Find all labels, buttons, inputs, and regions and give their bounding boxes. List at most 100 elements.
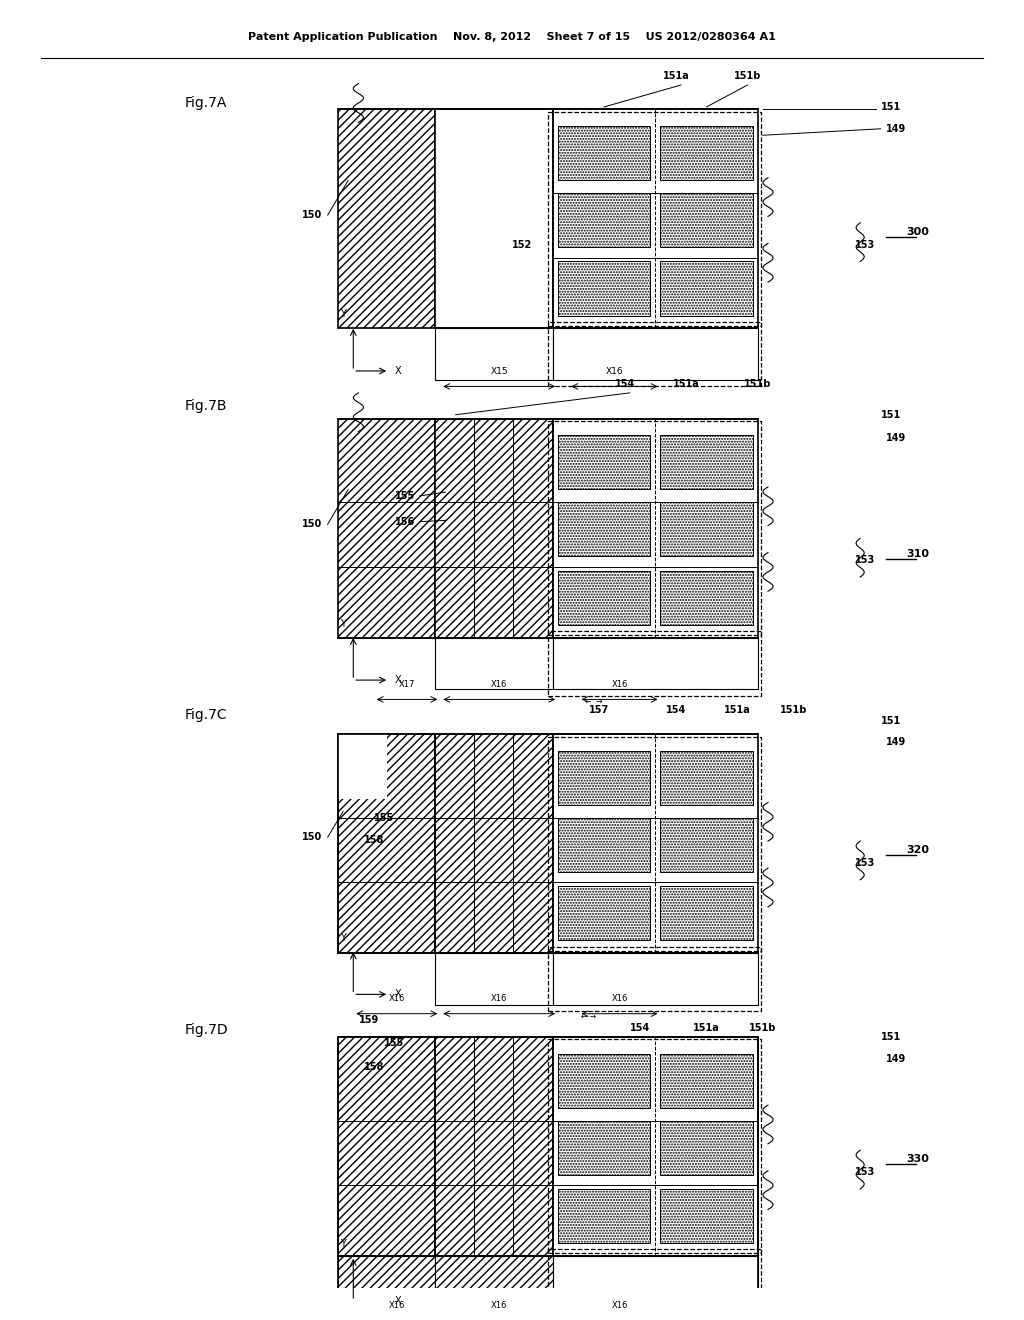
Text: 150: 150 [302, 519, 323, 529]
Text: 151: 151 [881, 409, 901, 420]
Bar [548, 1039, 761, 1253]
Text: 157: 157 [589, 705, 609, 715]
Text: X17: X17 [399, 680, 415, 689]
Bar [548, 1250, 761, 1313]
Bar [553, 734, 758, 953]
Bar [553, 1255, 758, 1307]
Bar [548, 421, 761, 635]
Text: 153: 153 [855, 858, 876, 869]
Text: X16: X16 [611, 994, 628, 1003]
Bar [660, 261, 753, 315]
Text: Fig.7B: Fig.7B [184, 399, 227, 413]
Text: 151b: 151b [750, 1023, 776, 1034]
Text: 151: 151 [881, 102, 901, 112]
Bar [548, 112, 761, 326]
Bar [660, 503, 753, 557]
Bar [660, 1053, 753, 1107]
Text: 155: 155 [384, 1039, 404, 1048]
Bar [660, 962, 753, 995]
Bar [338, 418, 435, 638]
Bar [558, 503, 650, 557]
Bar [660, 886, 753, 940]
Text: 153: 153 [855, 240, 876, 249]
Bar [553, 638, 758, 689]
Text: Fig.7D: Fig.7D [184, 1023, 228, 1038]
Text: 151a: 151a [693, 1023, 720, 1034]
Text: Patent Application Publication    Nov. 8, 2012    Sheet 7 of 15    US 2012/02803: Patent Application Publication Nov. 8, 2… [248, 32, 776, 42]
Text: Y: Y [340, 619, 346, 628]
Text: X16: X16 [605, 367, 624, 376]
Bar [338, 110, 435, 329]
Text: 150: 150 [302, 210, 323, 220]
Text: 151a: 151a [673, 379, 699, 389]
Text: X16: X16 [611, 680, 628, 689]
Bar [435, 734, 553, 953]
Bar [553, 953, 758, 1005]
Text: 330: 330 [906, 1154, 929, 1164]
Bar [660, 647, 753, 680]
Text: 310: 310 [906, 549, 929, 558]
Bar [660, 1265, 753, 1299]
Text: ←  →: ← → [585, 697, 603, 706]
Text: Y: Y [340, 1239, 346, 1250]
Bar [435, 953, 553, 1005]
Text: X16: X16 [492, 680, 507, 689]
Text: 151b: 151b [734, 71, 761, 81]
Text: 158: 158 [364, 834, 384, 845]
Text: Fig.7A: Fig.7A [184, 96, 226, 110]
Text: 151: 151 [881, 1032, 901, 1041]
Text: 151b: 151b [780, 705, 807, 715]
Text: 149: 149 [886, 737, 906, 747]
Bar [435, 638, 553, 689]
Bar [338, 734, 387, 799]
Text: 155: 155 [374, 813, 394, 822]
Text: 149: 149 [886, 1053, 906, 1064]
Bar [558, 962, 650, 995]
Bar [548, 322, 761, 387]
Bar [660, 570, 753, 624]
Bar [435, 1038, 553, 1255]
Text: Fig.7C: Fig.7C [184, 708, 227, 722]
Text: X: X [394, 675, 400, 685]
Text: 155: 155 [394, 491, 415, 500]
Text: 154: 154 [666, 705, 686, 715]
Text: 156: 156 [394, 516, 415, 527]
Bar [338, 1038, 435, 1255]
Text: 158: 158 [364, 1061, 384, 1072]
Bar [558, 751, 650, 805]
Bar [338, 734, 435, 953]
Text: 151a: 151a [724, 705, 751, 715]
Text: 320: 320 [906, 845, 929, 855]
Text: X: X [394, 366, 400, 376]
Bar [553, 110, 758, 329]
Text: X16: X16 [389, 994, 404, 1003]
Bar [558, 1121, 650, 1175]
Bar [660, 338, 753, 371]
Bar [338, 1255, 435, 1307]
Text: 150: 150 [302, 832, 323, 842]
Bar [553, 418, 758, 638]
Bar [558, 1189, 650, 1243]
Text: ← →: ← → [582, 1319, 596, 1320]
Text: Y: Y [340, 309, 346, 319]
Bar [548, 631, 761, 696]
Text: X16: X16 [492, 1302, 507, 1309]
Text: 152: 152 [512, 240, 532, 249]
Bar [660, 1189, 753, 1243]
Bar [548, 946, 761, 1011]
Bar [548, 737, 761, 950]
Text: 153: 153 [855, 1167, 876, 1177]
Bar [558, 193, 650, 247]
Text: 300: 300 [906, 227, 929, 236]
Bar [435, 1255, 553, 1307]
Text: X15: X15 [490, 367, 508, 376]
Bar [558, 818, 650, 873]
Text: 154: 154 [630, 1023, 650, 1034]
Text: X16: X16 [611, 1302, 628, 1309]
Bar [435, 418, 553, 638]
Bar [558, 127, 650, 181]
Bar [558, 570, 650, 624]
Text: 159: 159 [358, 1015, 379, 1026]
Bar [558, 1265, 650, 1299]
Text: X: X [394, 990, 400, 999]
